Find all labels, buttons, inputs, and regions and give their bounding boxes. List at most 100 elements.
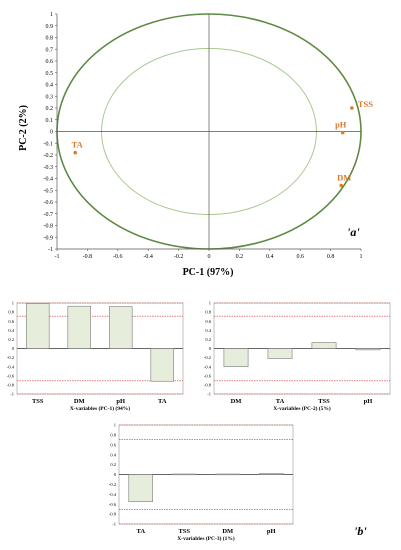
- y-tick-label: 0.4: [205, 328, 211, 333]
- x-tick-label: 0.4: [266, 254, 274, 260]
- bar-ph: [258, 473, 284, 475]
- bar-dm: [67, 305, 91, 349]
- category-label: DM: [74, 398, 85, 405]
- y-tick-label: -0.5: [44, 188, 54, 194]
- x-axis-label: PC-1 (97%): [183, 267, 234, 278]
- x-tick-label: -0.2: [174, 254, 184, 260]
- y-tick-label: -0.6: [204, 373, 212, 378]
- y-tick-label: 0: [12, 346, 15, 351]
- category-label: TSS: [318, 398, 330, 405]
- y-tick-label: 0.7: [46, 47, 54, 53]
- data-point-dm: [339, 183, 344, 188]
- y-tick-label: -0.3: [44, 165, 54, 171]
- bar-chart-pc3: 1 0.8 0.6 0.4 0.2 0 -0.2 -0.4 -0.6 -0.8 -1 TA TSS DM p…: [109, 423, 294, 542]
- category-label: TSS: [32, 398, 44, 405]
- y-tick-label: 1: [209, 301, 211, 306]
- y-tick-label: 0.4: [8, 328, 14, 333]
- y-tick-label: 0.8: [110, 433, 116, 438]
- x-tick-label: -0.4: [143, 254, 153, 260]
- y-axis-label: PC-2 (2%): [18, 105, 29, 151]
- y-tick-label: -1: [112, 522, 116, 527]
- y-tick-label: -0.2: [109, 482, 116, 487]
- y-tick-label: 1: [114, 423, 116, 428]
- data-point-ph: [340, 130, 345, 135]
- y-tick-label: -0.8: [204, 383, 212, 388]
- y-tick-label: -0.4: [204, 364, 212, 369]
- y-tick-label: 0.2: [205, 337, 211, 342]
- y-tick-label: -0.8: [7, 383, 15, 388]
- bar-tss: [171, 473, 197, 476]
- bar-tss: [311, 342, 337, 349]
- category-label: TA: [276, 398, 285, 405]
- data-point-ta: [73, 150, 78, 155]
- y-tick-label: 0.1: [46, 118, 54, 124]
- data-point-tss: [350, 106, 354, 110]
- y-tick-label: 0.2: [110, 462, 116, 467]
- category-label: DM: [222, 528, 233, 535]
- category-label: TSS: [178, 528, 190, 535]
- bar-chart-pc2: 1 0.8 0.6 0.4 0.2 0 -0.2 -0.4 -0.6 -0.8 -1 DM TA TSS p…: [204, 301, 391, 412]
- point-label-ta: TA: [72, 140, 84, 150]
- panel-label-b: 'b': [354, 524, 367, 538]
- x-axis-label: X-variables (PC-2) (5%): [273, 405, 331, 412]
- y-tick-label: -0.7: [44, 212, 54, 218]
- bar-tss: [26, 303, 50, 349]
- y-tick-label: 0.8: [8, 310, 14, 315]
- category-label: TA: [158, 398, 167, 405]
- y-tick-label: 0.6: [205, 319, 211, 324]
- x-axis-label: X-variables (PC-1) (94%): [70, 405, 130, 412]
- bar-ta: [150, 348, 174, 382]
- y-tick-label: -0.2: [204, 355, 211, 360]
- x-tick-label: -0.8: [83, 254, 93, 260]
- point-label-dm: DM: [337, 173, 351, 183]
- y-tick-label: 0.6: [46, 59, 54, 65]
- y-tick-label: -1: [10, 392, 14, 397]
- y-tick-label: -0.4: [109, 492, 117, 497]
- y-tick-label: -0.6: [7, 373, 15, 378]
- y-tick-label: 0.2: [46, 106, 54, 112]
- category-label: DM: [231, 398, 242, 405]
- y-tick-label: 0.9: [46, 24, 54, 30]
- correlation-loadings-plot: -1 -0.8 -0.6 -0.4 -0.2 0 0.2 0.4 0.6 0.8 1 1 0.9 0.8…: [18, 12, 373, 278]
- y-tick-label: -0.4: [7, 364, 15, 369]
- x-tick-label: -0.6: [113, 254, 123, 260]
- y-tick-label: 0: [114, 472, 117, 477]
- x-tick-label: 0: [208, 254, 211, 260]
- y-tick-label: -0.4: [44, 177, 54, 183]
- bar-chart-pc1: 1 0.8 0.6 0.4 0.2 0 -0.2 -0.4 -0.6 -0.8 -1 TSS DM pH T…: [7, 301, 184, 412]
- y-tick-label: -1: [207, 392, 211, 397]
- y-tick-label: 0.8: [205, 310, 211, 315]
- panel-label-a: 'a': [347, 225, 360, 239]
- category-label: pH: [267, 528, 276, 535]
- x-tick-label: -1: [55, 254, 60, 260]
- y-tick-label: -0.2: [7, 355, 14, 360]
- bar-ta: [128, 474, 154, 503]
- point-label-tss: TSS: [358, 99, 373, 109]
- y-tick-label: 0.4: [110, 452, 116, 457]
- x-tick-label: 0.8: [327, 254, 335, 260]
- y-tick-label: 0.6: [8, 319, 14, 324]
- y-tick-label: 0.3: [46, 94, 54, 100]
- y-tick-label: 0.4: [46, 83, 54, 89]
- y-tick-label: -0.1: [44, 141, 54, 147]
- category-label: TA: [136, 528, 145, 535]
- bar-dm: [215, 473, 241, 476]
- category-label: pH: [116, 398, 125, 405]
- y-tick-label: 1: [12, 301, 14, 306]
- y-tick-label: -0.6: [44, 200, 54, 206]
- y-tick-label: -1: [48, 247, 53, 253]
- y-tick-label: -0.8: [44, 224, 54, 230]
- x-axis-label: X-variables (PC-3) (1%): [177, 535, 235, 542]
- y-tick-label: 0.8: [46, 36, 54, 42]
- y-tick-label: 1: [50, 12, 53, 18]
- x-tick-label: 1: [360, 254, 363, 260]
- y-tick-label: -0.9: [44, 235, 54, 241]
- bar-ph: [355, 348, 381, 351]
- y-tick-label: 0.2: [8, 337, 14, 342]
- y-tick-label: 0: [209, 346, 212, 351]
- y-tick-label: 0.6: [110, 442, 116, 447]
- y-tick-label: 0: [50, 130, 53, 136]
- x-tick-label: 0.6: [296, 254, 304, 260]
- y-tick-label: -0.8: [109, 512, 117, 517]
